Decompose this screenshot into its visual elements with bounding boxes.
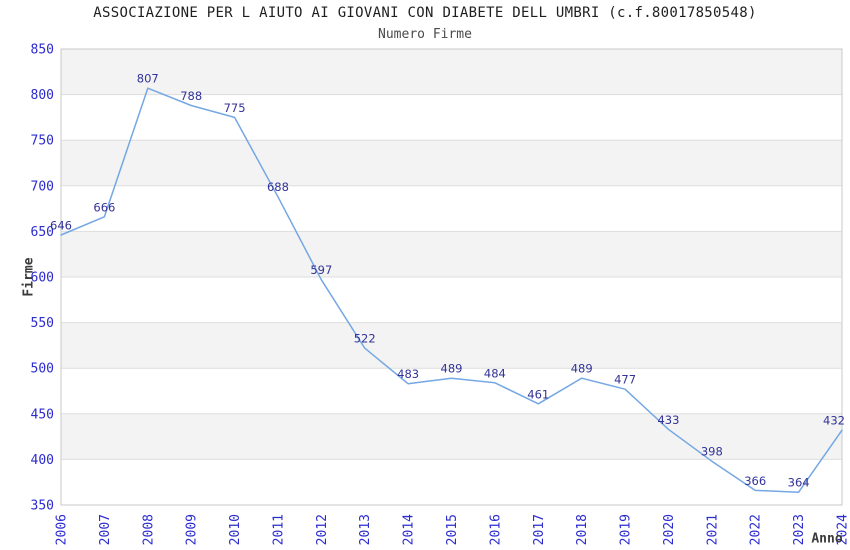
data-point-label: 489 [441, 362, 463, 376]
plot-band [61, 322, 842, 369]
data-point-label: 366 [744, 474, 766, 488]
x-tick-label: 2014 [402, 514, 417, 545]
y-tick-label: 400 [31, 453, 54, 468]
x-tick-label: 2011 [271, 514, 286, 545]
data-point-label: 646 [50, 219, 72, 233]
data-point-label: 807 [137, 72, 159, 86]
plot-band [61, 49, 842, 95]
chart-subtitle: Numero Firme [378, 27, 472, 42]
x-tick-label: 2022 [749, 514, 764, 545]
x-tick-label: 2024 [836, 514, 850, 545]
y-tick-label: 450 [31, 407, 54, 422]
data-point-label: 666 [93, 200, 115, 214]
plot-band [61, 140, 842, 186]
data-point-label: 775 [224, 101, 246, 115]
y-tick-label: 350 [31, 499, 54, 514]
y-tick-label: 600 [31, 271, 54, 286]
data-point-label: 477 [614, 373, 636, 387]
x-tick-label: 2013 [358, 514, 373, 545]
x-tick-label: 2006 [55, 514, 70, 545]
x-axis-title: Anno [811, 531, 843, 547]
x-tick-label: 2007 [98, 514, 113, 545]
x-tick-label: 2008 [141, 514, 156, 545]
y-axis-title: Firme [21, 257, 37, 297]
data-point-label: 432 [823, 414, 845, 428]
data-point-label: 461 [527, 387, 549, 401]
y-tick-label: 850 [31, 43, 54, 58]
x-tick-label: 2018 [575, 514, 590, 545]
chart-title: ASSOCIAZIONE PER L AIUTO AI GIOVANI CON … [93, 5, 757, 21]
x-tick-label: 2020 [662, 514, 677, 545]
data-point-label: 489 [571, 362, 593, 376]
data-point-label: 522 [354, 332, 376, 346]
y-tick-label: 750 [31, 134, 54, 149]
data-point-label: 483 [397, 367, 419, 381]
plot-border [60, 48, 843, 506]
data-point-label: 364 [788, 476, 810, 490]
x-tick-label: 2015 [445, 514, 460, 545]
y-tick-label: 800 [31, 88, 54, 103]
data-point-label: 688 [267, 180, 289, 194]
x-tick-label: 2023 [792, 514, 807, 545]
plot-band [61, 231, 842, 277]
y-tick-label: 700 [31, 179, 54, 194]
x-tick-label: 2017 [532, 514, 547, 545]
x-tick-label: 2021 [705, 514, 720, 545]
x-tick-label: 2019 [619, 514, 634, 545]
plot-band [61, 413, 842, 460]
y-tick-label: 650 [31, 225, 54, 240]
data-point-label: 597 [310, 263, 332, 277]
data-point-label: 788 [180, 89, 202, 103]
data-point-label: 484 [484, 366, 506, 380]
x-tick-label: 2012 [315, 514, 330, 545]
x-tick-label: 2009 [185, 514, 200, 545]
x-tick-label: 2016 [488, 514, 503, 545]
x-tick-label: 2010 [228, 514, 243, 545]
data-point-label: 433 [657, 413, 679, 427]
data-line [60, 87, 843, 493]
y-tick-label: 500 [31, 362, 54, 377]
data-point-label: 398 [701, 445, 723, 459]
y-tick-label: 550 [31, 316, 54, 331]
